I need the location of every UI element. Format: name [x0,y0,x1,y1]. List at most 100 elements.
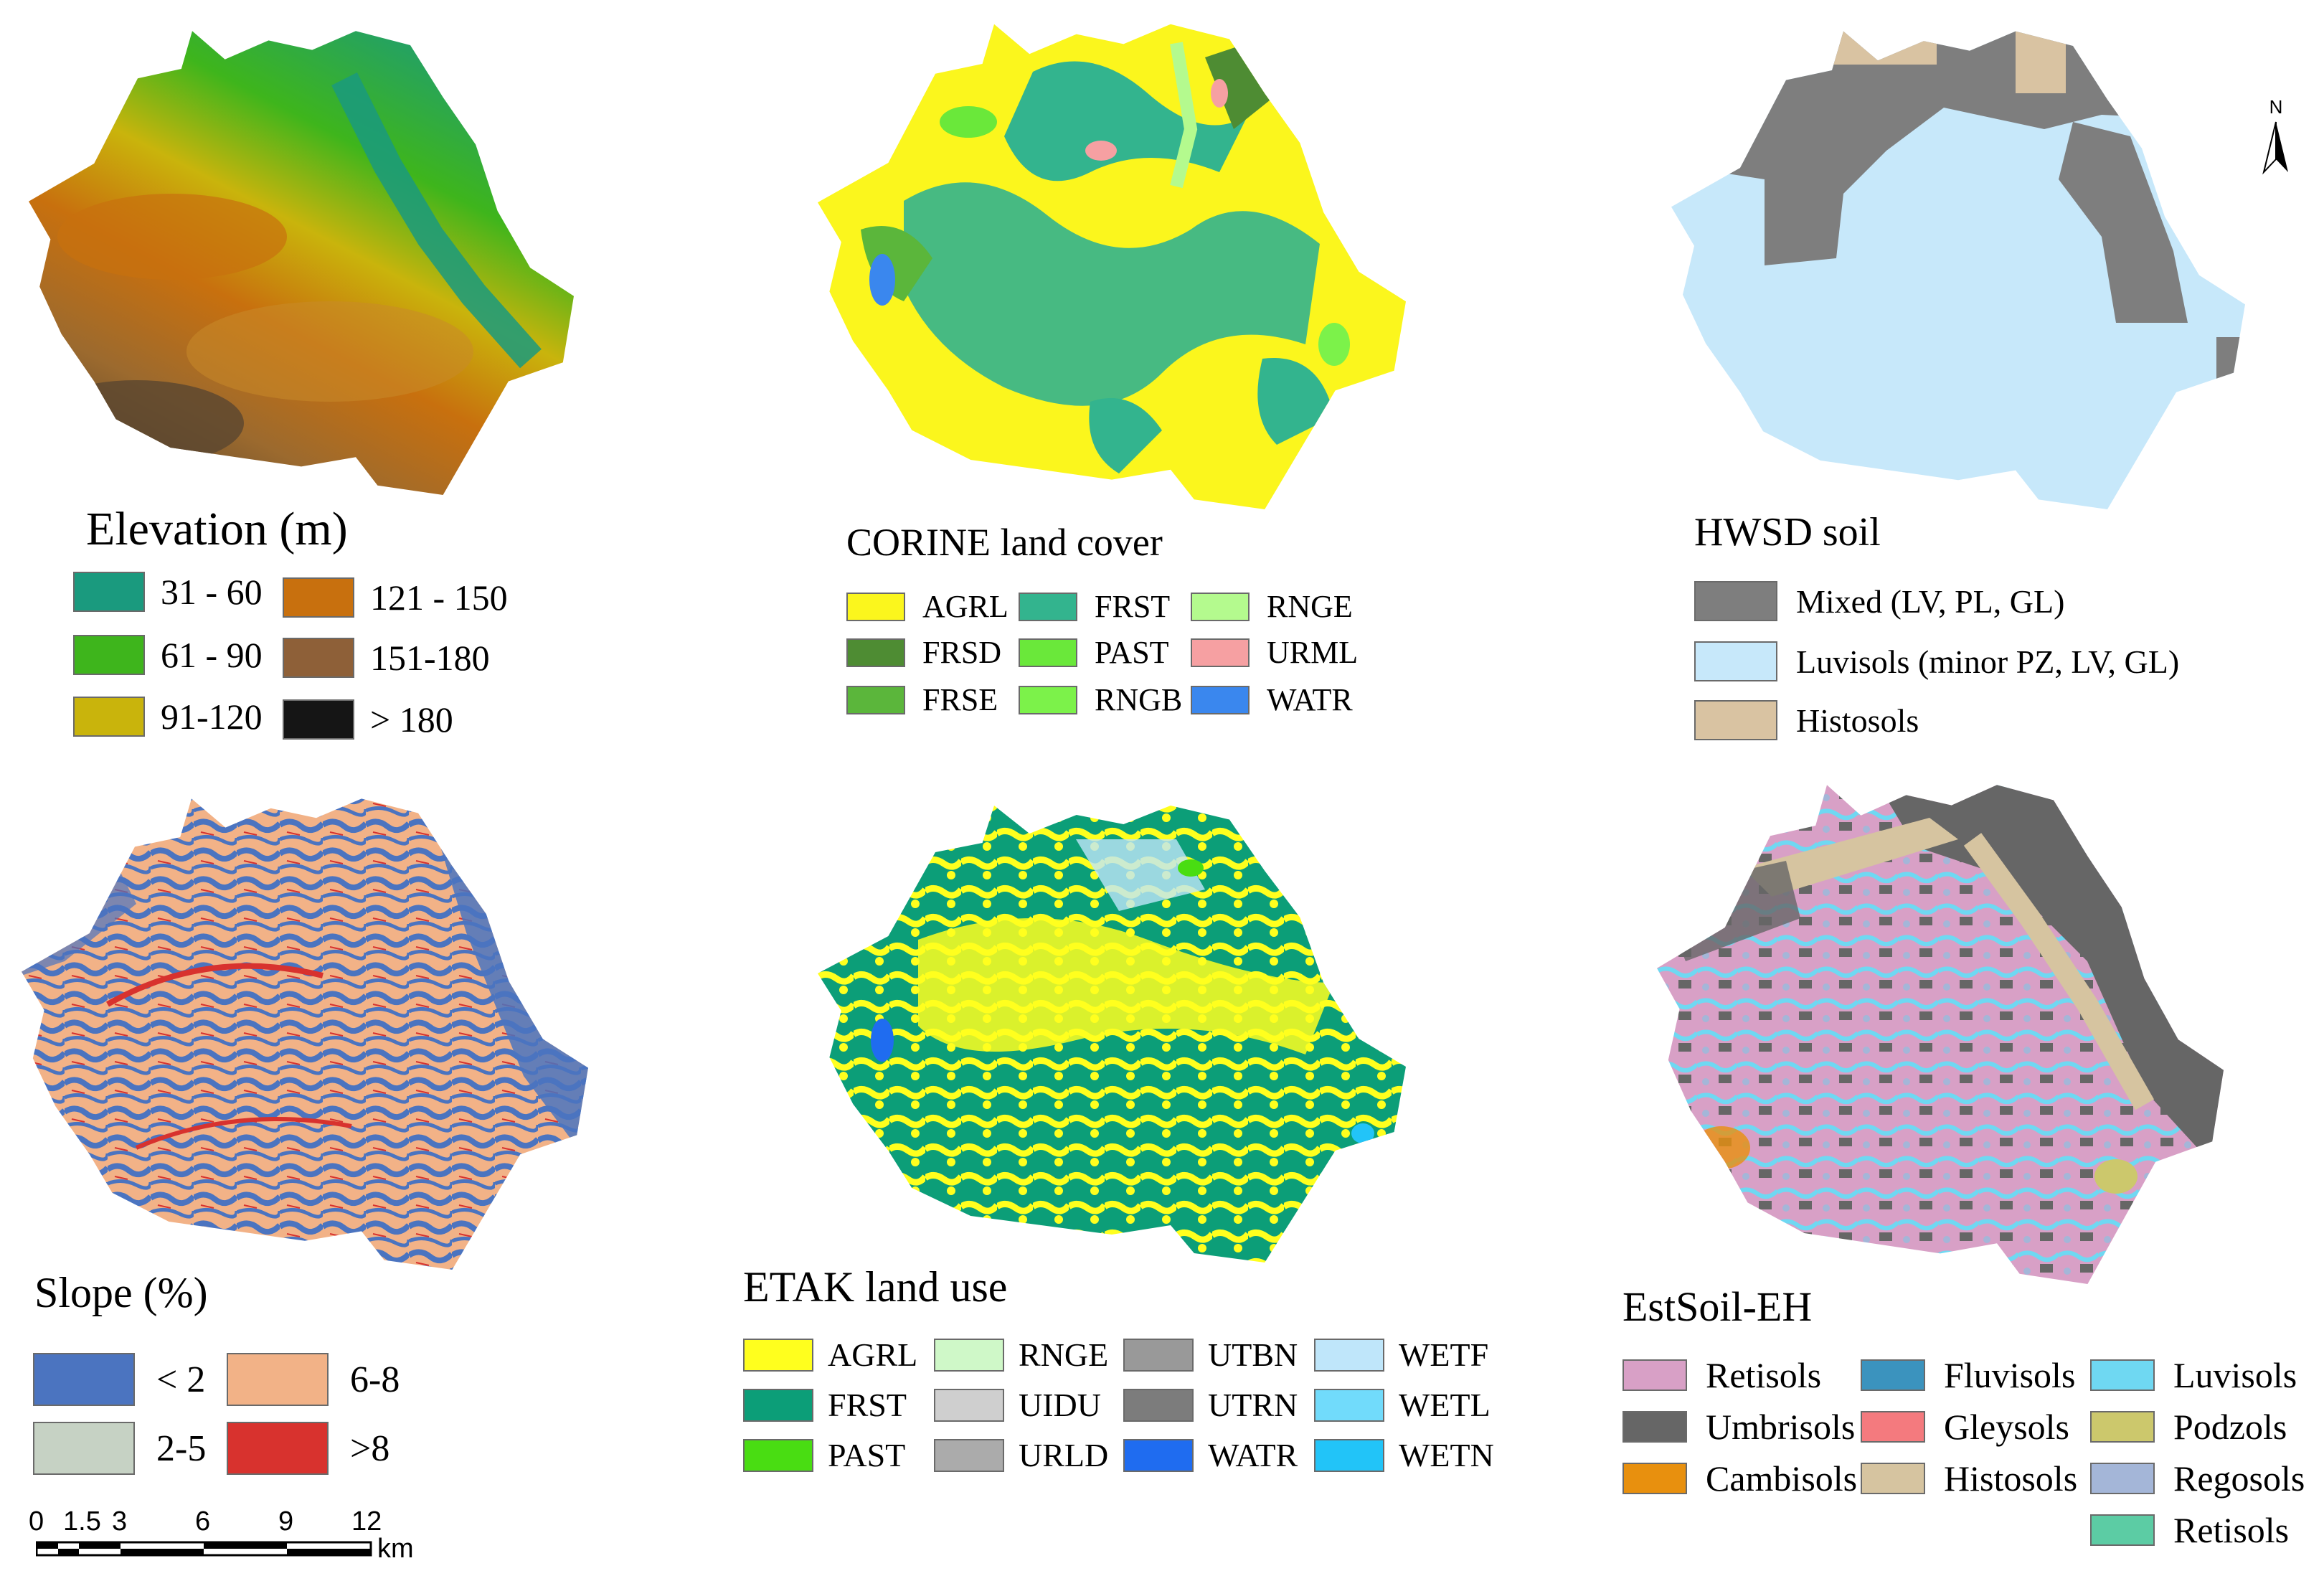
hwsd-legend-title: HWSD soil [1694,510,1881,555]
corine-legend-title: CORINE land cover [846,521,1163,564]
etak-legend-item: URLD [934,1436,1108,1474]
estsoil-legend-item: Podzols [2090,1406,2287,1448]
etak-legend-item: WETN [1314,1436,1494,1474]
legend-swatch [1123,1338,1194,1372]
legend-swatch [2090,1411,2155,1443]
corine-legend-item: AGRL [846,588,1009,625]
legend-swatch [846,638,905,667]
legend-swatch [1622,1463,1687,1494]
legend-swatch [1019,592,1077,621]
legend-swatch [743,1388,813,1422]
legend-swatch [1019,685,1077,714]
legend-swatch [283,577,354,618]
estsoil-legend-item: Retisols [1622,1354,1821,1396]
scale-tick-label: 1.5 [63,1506,101,1537]
legend-swatch [1622,1411,1687,1443]
scale-unit: km [377,1534,414,1564]
scale-tick-label: 12 [351,1506,382,1537]
estsoil-legend-item: Histosols [1861,1458,2077,1499]
legend-swatch [1861,1463,1925,1494]
legend-swatch [1123,1438,1194,1472]
legend-swatch [1694,700,1777,740]
legend-swatch [846,685,905,714]
legend-swatch [1191,592,1250,621]
hwsd-map [1671,31,2245,509]
scale-tick-label: 0 [29,1506,44,1537]
legend-swatch [1314,1338,1384,1372]
legend-swatch [227,1353,329,1406]
corine-legend-item: FRSD [846,634,1001,671]
legend-swatch [33,1422,135,1475]
scale-tick-label: 6 [195,1506,211,1537]
legend-swatch [1191,638,1250,667]
etak-legend-title: ETAK land use [743,1263,1008,1311]
corine-legend-item: PAST [1019,634,1169,671]
legend-swatch [1123,1388,1194,1422]
scale-bar-graphic [36,1541,372,1557]
scale-tick-label: 3 [112,1506,128,1537]
slope-legend-title: Slope (%) [34,1269,208,1316]
legend-swatch [227,1422,329,1475]
etak-legend-item: WETL [1314,1386,1491,1424]
estsoil-legend-item: Fluvisols [1861,1354,2075,1396]
north-arrow-icon: N [2262,96,2288,175]
estsoil-legend-item: Retisols [2090,1509,2289,1551]
etak-legend-item: FRST [743,1386,907,1424]
elevation-legend-title: Elevation (m) [86,503,348,555]
corine-legend-item: WATR [1191,681,1353,718]
etak-legend-item: PAST [743,1436,905,1474]
etak-legend-item: UTRN [1123,1386,1298,1424]
legend-swatch [1314,1438,1384,1472]
etak-legend-item: RNGE [934,1336,1108,1374]
elevation-legend-item: 61 - 90 [73,634,263,676]
legend-swatch [2090,1463,2155,1494]
etak-legend-item: WATR [1123,1436,1298,1474]
legend-swatch [1861,1411,1925,1443]
legend-swatch [1694,641,1777,681]
slope-legend-item: 2-5 [33,1422,206,1475]
elevation-legend-item: 121 - 150 [283,577,508,618]
corine-legend-item: RNGB [1019,681,1182,718]
legend-swatch [283,638,354,678]
elevation-legend-item: > 180 [283,699,453,740]
legend-swatch [283,699,354,740]
slope-map [22,798,588,1270]
elevation-legend-item: 91-120 [73,696,263,737]
hwsd-legend-item: Luvisols (minor PZ, LV, GL) [1694,641,2179,681]
slope-legend-item: >8 [227,1422,389,1475]
slope-legend-item: 6-8 [227,1353,400,1406]
legend-swatch [743,1438,813,1472]
legend-swatch [934,1338,1004,1372]
legend-swatch [73,572,145,612]
etak-legend-item: UTBN [1123,1336,1298,1374]
etak-legend-item: AGRL [743,1336,917,1374]
scale-tick-label: 9 [278,1506,294,1537]
estsoil-map [1657,785,2224,1284]
corine-legend-item: RNGE [1191,588,1353,625]
hwsd-legend-item: Histosols [1694,700,1919,740]
legend-swatch [33,1353,135,1406]
elevation-legend-item: 31 - 60 [73,571,263,613]
corine-legend-item: FRST [1019,588,1170,625]
estsoil-legend-item: Gleysols [1861,1406,2069,1448]
legend-swatch [743,1338,813,1372]
legend-swatch [934,1388,1004,1422]
estsoil-legend-item: Regosols [2090,1458,2305,1499]
legend-swatch [1019,638,1077,667]
corine-legend-item: URML [1191,634,1358,671]
legend-swatch [1861,1359,1925,1391]
legend-swatch [934,1438,1004,1472]
legend-swatch [73,635,145,675]
estsoil-legend-item: Luvisols [2090,1354,2297,1396]
legend-swatch [2090,1359,2155,1391]
legend-swatch [1314,1388,1384,1422]
legend-swatch [2090,1514,2155,1546]
etak-map [818,806,1406,1263]
etak-legend-item: WETF [1314,1336,1488,1374]
corine-legend-item: FRSE [846,681,998,718]
legend-swatch [1191,685,1250,714]
legend-swatch [1694,581,1777,621]
north-label: N [2269,96,2283,118]
slope-legend-item: < 2 [33,1353,205,1406]
elevation-map [29,31,574,495]
